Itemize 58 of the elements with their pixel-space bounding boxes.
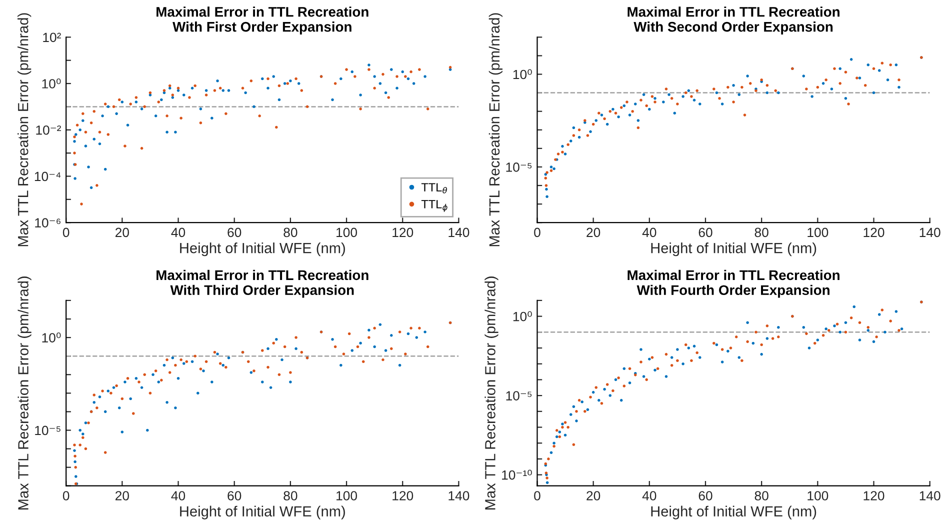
x-tick-label: 40 — [171, 228, 186, 238]
x-tick-label: 40 — [171, 491, 186, 500]
y-tick-label: 10⁻⁵ — [35, 426, 60, 436]
x-tick-label: 80 — [284, 228, 298, 238]
x-axis-title: Height of Initial WFE (nm) — [651, 506, 816, 520]
x-tick-label: 0 — [534, 228, 540, 238]
x-tick-label: 120 — [864, 491, 884, 500]
x-tick-label: 120 — [392, 228, 414, 238]
legend-label: TTL$_{θ}$ — [421, 183, 447, 194]
x-axis-title: Height of Initial WFE (nm) — [180, 506, 345, 520]
chart-title: Maximal Error in TTL Recreation With Second Order Expansion — [628, 6, 840, 34]
y-tick-label: 10⁻¹⁰ — [502, 470, 532, 480]
x-tick-label: 140 — [920, 228, 940, 238]
x-tick-label: 60 — [228, 491, 242, 500]
x-tick-label: 40 — [642, 228, 656, 238]
y-tick-label: 10² — [43, 32, 61, 42]
x-tick-label: 80 — [284, 491, 298, 500]
x-tick-label: 100 — [808, 491, 828, 500]
y-tick-label: 10⁰ — [42, 78, 61, 88]
x-tick-label: 20 — [586, 491, 600, 500]
chart-title: Maximal Error in TTL Recreation With First Order Expansion — [156, 6, 368, 34]
x-tick-label: 120 — [864, 228, 884, 238]
y-axis-title: Max TTL Recreation Error (pm/nrad) — [18, 13, 32, 246]
y-tick-label: 10⁻⁴ — [34, 172, 61, 182]
chart-title: Maximal Error in TTL Recreation With Third Order Expansion — [156, 270, 368, 298]
x-tick-label: 100 — [336, 491, 358, 500]
x-tick-label: 100 — [336, 228, 358, 238]
x-tick-label: 20 — [586, 228, 600, 238]
x-tick-label: 0 — [534, 491, 540, 500]
x-tick-label: 80 — [754, 491, 768, 500]
x-tick-label: 60 — [228, 228, 242, 238]
y-tick-label: 10⁰ — [513, 311, 532, 322]
chart-title: Maximal Error in TTL Recreation With Fourth Order Expansion — [628, 270, 840, 298]
x-tick-label: 0 — [62, 228, 70, 238]
x-tick-label: 20 — [115, 228, 129, 238]
y-axis-title: Max TTL Recreation Error (pm/nrad) — [484, 276, 498, 510]
y-tick-label: 10⁻⁵ — [506, 162, 532, 172]
x-tick-label: 100 — [808, 228, 828, 238]
y-tick-label: 10⁻⁶ — [35, 218, 60, 228]
y-axis-title: Max TTL Recreation Error (pm/nrad) — [18, 276, 32, 510]
x-axis-title: Height of Initial WFE (nm) — [651, 242, 816, 256]
y-tick-label: 10⁰ — [42, 332, 61, 342]
x-tick-label: 140 — [448, 491, 470, 500]
x-tick-label: 140 — [448, 228, 470, 238]
x-tick-label: 0 — [62, 491, 70, 500]
y-axis-title: Max TTL Recreation Error (pm/nrad) — [488, 13, 502, 246]
x-axis-title: Height of Initial WFE (nm) — [180, 242, 345, 256]
y-tick-label: 10⁻² — [36, 125, 61, 135]
legend-label: TTL$_{ϕ}$ — [421, 200, 448, 212]
x-tick-label: 60 — [698, 491, 712, 500]
x-tick-label: 120 — [392, 491, 414, 500]
y-tick-label: 10⁻⁵ — [506, 391, 532, 400]
x-tick-label: 20 — [115, 491, 129, 500]
x-tick-label: 140 — [920, 491, 940, 500]
x-tick-label: 80 — [754, 228, 768, 238]
x-tick-label: 60 — [698, 228, 712, 238]
y-tick-label: 10⁰ — [513, 69, 532, 80]
x-tick-label: 40 — [642, 491, 656, 500]
